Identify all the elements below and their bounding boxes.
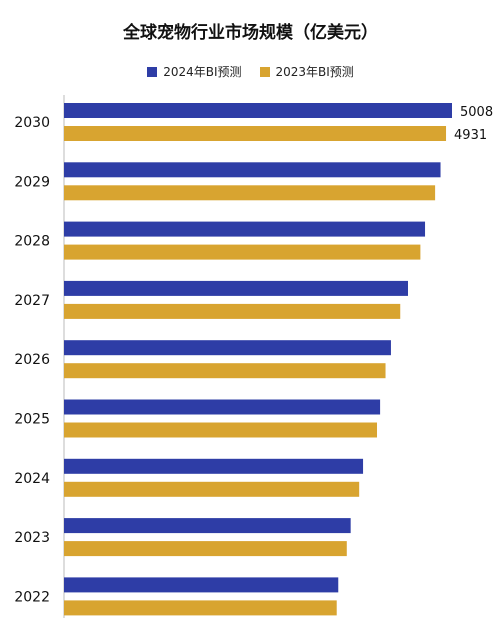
bar-2023-series-1 bbox=[64, 541, 347, 557]
category-label-2025: 2025 bbox=[14, 412, 50, 428]
data-label-2030-series-1: 4931 bbox=[454, 128, 487, 143]
bar-2024-series-1 bbox=[64, 481, 360, 497]
bar-2023-series-0 bbox=[64, 518, 351, 534]
category-label-2028: 2028 bbox=[14, 234, 50, 250]
legend-label-2023: 2023年BI预测 bbox=[275, 65, 354, 79]
bar-2028-series-0 bbox=[64, 221, 426, 237]
bar-2024-series-0 bbox=[64, 458, 364, 474]
bar-2022-series-1 bbox=[64, 600, 337, 616]
bar-2030-series-1 bbox=[64, 126, 447, 141]
data-label-2030-series-0: 5008 bbox=[460, 105, 493, 120]
bar-2028-series-1 bbox=[64, 244, 421, 260]
bar-2026-series-0 bbox=[64, 340, 391, 356]
legend-swatch-2024 bbox=[147, 66, 158, 77]
bar-2025-series-0 bbox=[64, 399, 381, 415]
chart-title: 全球宠物行业市场规模（亿美元） bbox=[123, 23, 378, 43]
bar-2029-series-1 bbox=[64, 185, 436, 201]
legend-item-2024: 2024年BI预测 bbox=[147, 63, 242, 80]
category-label-2029: 2029 bbox=[14, 174, 50, 190]
bar-2030-series-0 bbox=[64, 103, 452, 118]
legend-item-2023: 2023年BI预测 bbox=[259, 63, 354, 80]
bar-2025-series-1 bbox=[64, 422, 378, 438]
bar-2027-series-0 bbox=[64, 280, 408, 296]
bar-2029-series-0 bbox=[64, 162, 441, 178]
category-label-2023: 2023 bbox=[14, 530, 50, 546]
category-label-2026: 2026 bbox=[14, 352, 50, 368]
bar-2027-series-1 bbox=[64, 303, 401, 319]
legend-label-2024: 2024年BI预测 bbox=[163, 65, 242, 79]
category-label-2030: 2030 bbox=[14, 115, 50, 131]
legend-swatch-2023 bbox=[259, 66, 270, 77]
category-label-2027: 2027 bbox=[14, 293, 50, 309]
category-label-2022: 2022 bbox=[14, 589, 50, 605]
chart-legend: 2024年BI预测 2023年BI预测 bbox=[0, 63, 501, 80]
bar-2022-series-0 bbox=[64, 577, 339, 593]
bar-2026-series-1 bbox=[64, 363, 386, 379]
category-label-2024: 2024 bbox=[14, 471, 50, 487]
